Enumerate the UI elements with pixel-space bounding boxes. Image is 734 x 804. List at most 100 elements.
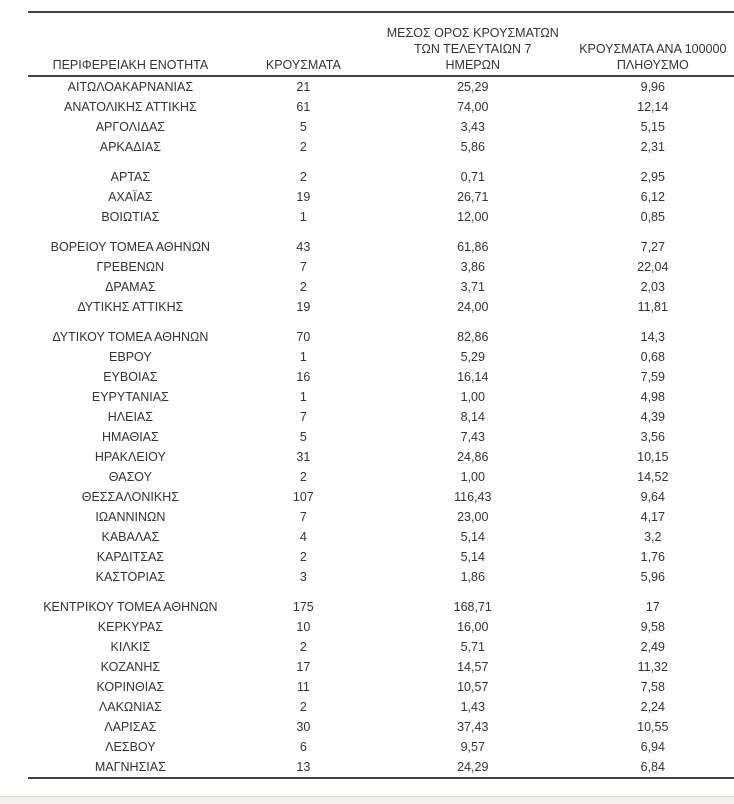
table-row: ΛΕΣΒΟΥ 6 9,57 6,94: [28, 737, 734, 757]
cases-cell: 2: [299, 280, 307, 294]
per100k-cell: 10,15: [637, 450, 669, 464]
table-row: ΜΑΓΝΗΣΙΑΣ 13 24,29 6,84: [28, 757, 734, 778]
table-row: ΓΡΕΒΕΝΩΝ 7 3,86 22,04: [28, 257, 734, 277]
avg7-cell: 23,00: [457, 510, 489, 524]
region-cell: ΔΡΑΜΑΣ: [105, 280, 156, 294]
avg7-cell: 12,00: [457, 210, 489, 224]
per100k-cell: 3,2: [644, 530, 662, 544]
table-row: ΚΟΖΑΝΗΣ 17 14,57 11,32: [28, 657, 734, 677]
cases-cell: 1: [299, 390, 307, 404]
header-avg7-line3: ΗΜΕΡΩΝ: [445, 58, 501, 72]
table-row: ΛΑΚΩΝΙΑΣ 2 1,43 2,24: [28, 697, 734, 717]
header-per100k-line1: ΚΡΟΥΣΜΑΤΑ ΑΝΑ 100000: [579, 42, 727, 56]
per100k-cell: 7,27: [640, 240, 665, 254]
cases-by-region-table-container: ΠΕΡΙΦΕΡΕΙΑΚΗ ΕΝΟΤΗΤΑ ΚΡΟΥΣΜΑΤΑ ΜΕΣΟΣ ΟΡΟ…: [28, 11, 734, 779]
group-gap-cell: [28, 317, 734, 327]
table-row: ΔΥΤΙΚΗΣ ΑΤΤΙΚΗΣ 19 24,00 11,81: [28, 297, 734, 317]
header-row: ΠΕΡΙΦΕΡΕΙΑΚΗ ΕΝΟΤΗΤΑ ΚΡΟΥΣΜΑΤΑ ΜΕΣΟΣ ΟΡΟ…: [28, 12, 734, 77]
region-cell: ΛΑΚΩΝΙΑΣ: [98, 700, 162, 714]
group-gap-row: [28, 587, 734, 597]
table-row: ΚΑΡΔΙΤΣΑΣ 2 5,14 1,76: [28, 547, 734, 567]
region-cell: ΒΟΙΩΤΙΑΣ: [101, 210, 160, 224]
region-cell: ΑΡΚΑΔΙΑΣ: [99, 140, 161, 154]
cases-cell: 5: [299, 430, 307, 444]
table-row: ΔΥΤΙΚΟΥ ΤΟΜΕΑ ΑΘΗΝΩΝ 70 82,86 14,3: [28, 327, 734, 347]
avg7-cell: 3,86: [460, 260, 485, 274]
per100k-cell: 9,64: [640, 490, 665, 504]
group-gap-cell: [28, 227, 734, 237]
cases-cell: 6: [299, 740, 307, 754]
per100k-cell: 2,24: [640, 700, 665, 714]
cases-cell: 16: [296, 370, 311, 384]
cases-cell: 13: [296, 760, 311, 774]
region-cell: ΗΛΕΙΑΣ: [107, 410, 153, 424]
table-row: ΑΧΑΪΑΣ 19 26,71 6,12: [28, 187, 734, 207]
table-row: ΘΕΣΣΑΛΟΝΙΚΗΣ 107 116,43 9,64: [28, 487, 734, 507]
table-row: ΚΙΛΚΙΣ 2 5,71 2,49: [28, 637, 734, 657]
per100k-cell: 12,14: [637, 100, 669, 114]
per100k-cell: 22,04: [637, 260, 669, 274]
region-cell: ΑΡΓΟΛΙΔΑΣ: [95, 120, 166, 134]
avg7-cell: 0,71: [460, 170, 485, 184]
per100k-cell: 4,17: [640, 510, 665, 524]
table-row: ΑΡΚΑΔΙΑΣ 2 5,86 2,31: [28, 137, 734, 157]
region-cell: ΑΝΑΤΟΛΙΚΗΣ ΑΤΤΙΚΗΣ: [64, 100, 197, 114]
region-cell: ΚΑΒΑΛΑΣ: [101, 530, 160, 544]
avg7-cell: 24,86: [457, 450, 489, 464]
bottom-edge-strip: [0, 796, 734, 804]
cases-cell: 2: [299, 700, 307, 714]
cases-cell: 31: [296, 450, 311, 464]
region-cell: ΘΕΣΣΑΛΟΝΙΚΗΣ: [81, 490, 179, 504]
table-row: ΚΕΡΚΥΡΑΣ 10 16,00 9,58: [28, 617, 734, 637]
region-cell: ΑΡΤΑΣ: [110, 170, 151, 184]
header-per100k-line2: ΠΛΗΘΥΣΜΟ: [616, 58, 689, 72]
per100k-cell: 3,56: [640, 430, 665, 444]
cases-cell: 70: [296, 330, 311, 344]
per100k-cell: 9,96: [640, 80, 665, 94]
table-row: ΘΑΣΟΥ 2 1,00 14,52: [28, 467, 734, 487]
table-row: ΕΒΡΟΥ 1 5,29 0,68: [28, 347, 734, 367]
avg7-cell: 24,00: [457, 300, 489, 314]
region-cell: ΜΑΓΝΗΣΙΑΣ: [94, 760, 166, 774]
region-cell: ΚΕΡΚΥΡΑΣ: [97, 620, 163, 634]
region-cell: ΚΕΝΤΡΙΚΟΥ ΤΟΜΕΑ ΑΘΗΝΩΝ: [43, 600, 218, 614]
group-gap-cell: [28, 157, 734, 167]
per100k-cell: 5,96: [640, 570, 665, 584]
region-cell: ΕΥΡΥΤΑΝΙΑΣ: [91, 390, 169, 404]
avg7-cell: 3,43: [460, 120, 485, 134]
group-gap-row: [28, 157, 734, 167]
table-row: ΛΑΡΙΣΑΣ 30 37,43 10,55: [28, 717, 734, 737]
avg7-cell: 1,86: [460, 570, 485, 584]
per100k-cell: 4,39: [640, 410, 665, 424]
region-cell: ΔΥΤΙΚΟΥ ΤΟΜΕΑ ΑΘΗΝΩΝ: [52, 330, 209, 344]
cases-cell: 4: [299, 530, 307, 544]
cases-cell: 2: [299, 170, 307, 184]
table-row: ΕΥΡΥΤΑΝΙΑΣ 1 1,00 4,98: [28, 387, 734, 407]
cases-cell: 30: [296, 720, 311, 734]
avg7-cell: 1,43: [460, 700, 485, 714]
header-per100k: ΚΡΟΥΣΜΑΤΑ ΑΝΑ 100000 ΠΛΗΘΥΣΜΟ: [571, 12, 734, 77]
avg7-cell: 5,86: [460, 140, 485, 154]
header-avg7: ΜΕΣΟΣ ΟΡΟΣ ΚΡΟΥΣΜΑΤΩΝ ΤΩΝ ΤΕΛΕΥΤΑΙΩΝ 7 Η…: [373, 12, 572, 77]
region-cell: ΗΡΑΚΛΕΙΟΥ: [94, 450, 166, 464]
cases-cell: 2: [299, 640, 307, 654]
table-row: ΔΡΑΜΑΣ 2 3,71 2,03: [28, 277, 734, 297]
per100k-cell: 7,59: [640, 370, 665, 384]
header-region-label: ΠΕΡΙΦΕΡΕΙΑΚΗ ΕΝΟΤΗΤΑ: [52, 58, 209, 72]
region-cell: ΔΥΤΙΚΗΣ ΑΤΤΙΚΗΣ: [77, 300, 184, 314]
per100k-cell: 17: [645, 600, 660, 614]
table-row: ΕΥΒΟΙΑΣ 16 16,14 7,59: [28, 367, 734, 387]
table-row: ΚΑΣΤΟΡΙΑΣ 3 1,86 5,96: [28, 567, 734, 587]
region-cell: ΓΡΕΒΕΝΩΝ: [96, 260, 165, 274]
table-row: ΑΙΤΩΛΟΑΚΑΡΝΑΝΙΑΣ 21 25,29 9,96: [28, 76, 734, 97]
per100k-cell: 6,12: [640, 190, 665, 204]
cases-cell: 1: [299, 350, 307, 364]
cases-cell: 19: [296, 190, 311, 204]
table-row: ΗΛΕΙΑΣ 7 8,14 4,39: [28, 407, 734, 427]
avg7-cell: 1,00: [460, 390, 485, 404]
cases-cell: 11: [296, 680, 310, 694]
region-cell: ΒΟΡΕΙΟΥ ΤΟΜΕΑ ΑΘΗΝΩΝ: [50, 240, 211, 254]
cases-cell: 10: [296, 620, 311, 634]
per100k-cell: 9,58: [640, 620, 665, 634]
per100k-cell: 2,95: [640, 170, 665, 184]
